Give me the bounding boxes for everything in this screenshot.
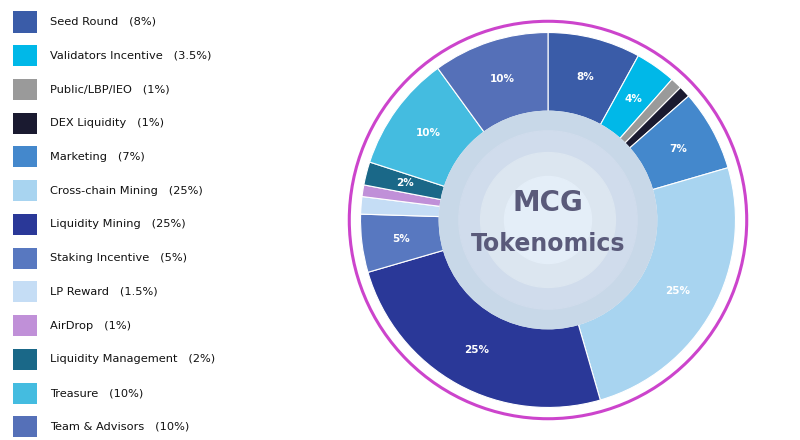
Text: DEX Liquidity   (1%): DEX Liquidity (1%): [50, 118, 165, 128]
Wedge shape: [578, 168, 735, 400]
Bar: [14, 79, 37, 100]
Text: 5%: 5%: [392, 234, 410, 244]
Wedge shape: [620, 79, 681, 143]
Text: 7%: 7%: [669, 143, 686, 154]
Text: 8%: 8%: [576, 72, 594, 81]
Bar: [14, 11, 37, 33]
Wedge shape: [368, 250, 600, 407]
Text: 2%: 2%: [396, 178, 414, 188]
Bar: [14, 113, 37, 134]
Bar: [14, 45, 37, 66]
Bar: [14, 180, 37, 201]
Wedge shape: [438, 33, 548, 132]
Text: 10%: 10%: [490, 74, 514, 84]
Bar: [14, 248, 37, 269]
Text: Marketing   (7%): Marketing (7%): [50, 152, 145, 162]
Bar: [14, 315, 37, 336]
Wedge shape: [364, 162, 445, 200]
Bar: [14, 214, 37, 235]
Wedge shape: [361, 214, 443, 272]
Text: Cross-chain Mining   (25%): Cross-chain Mining (25%): [50, 186, 203, 196]
Wedge shape: [548, 33, 638, 125]
Text: 10%: 10%: [416, 128, 441, 138]
Wedge shape: [625, 88, 689, 148]
Text: Tokenomics: Tokenomics: [470, 232, 626, 257]
Bar: [14, 382, 37, 403]
Text: Treasure   (10%): Treasure (10%): [50, 388, 144, 398]
Text: Staking Incentive   (5%): Staking Incentive (5%): [50, 253, 187, 263]
Text: Liquidity Management   (2%): Liquidity Management (2%): [50, 354, 215, 364]
Bar: [14, 349, 37, 370]
Circle shape: [439, 111, 657, 329]
Bar: [14, 281, 37, 302]
Wedge shape: [361, 197, 440, 216]
Circle shape: [505, 176, 591, 264]
Text: Liquidity Mining   (25%): Liquidity Mining (25%): [50, 220, 186, 229]
Circle shape: [481, 153, 615, 287]
Circle shape: [459, 131, 637, 309]
Text: Public/LBP/IEO   (1%): Public/LBP/IEO (1%): [50, 84, 170, 95]
Bar: [14, 416, 37, 437]
Text: 25%: 25%: [464, 345, 489, 355]
Text: Validators Incentive   (3.5%): Validators Incentive (3.5%): [50, 51, 212, 61]
Wedge shape: [600, 56, 672, 139]
Wedge shape: [630, 96, 728, 190]
Text: LP Reward   (1.5%): LP Reward (1.5%): [50, 287, 158, 297]
Text: Seed Round   (8%): Seed Round (8%): [50, 17, 157, 27]
Text: MCG: MCG: [513, 189, 583, 217]
Text: 25%: 25%: [666, 286, 690, 297]
Bar: [14, 147, 37, 168]
Text: AirDrop   (1%): AirDrop (1%): [50, 321, 131, 330]
Wedge shape: [362, 185, 441, 206]
Text: 4%: 4%: [624, 94, 642, 104]
Wedge shape: [370, 68, 484, 187]
Text: Team & Advisors   (10%): Team & Advisors (10%): [50, 422, 190, 432]
